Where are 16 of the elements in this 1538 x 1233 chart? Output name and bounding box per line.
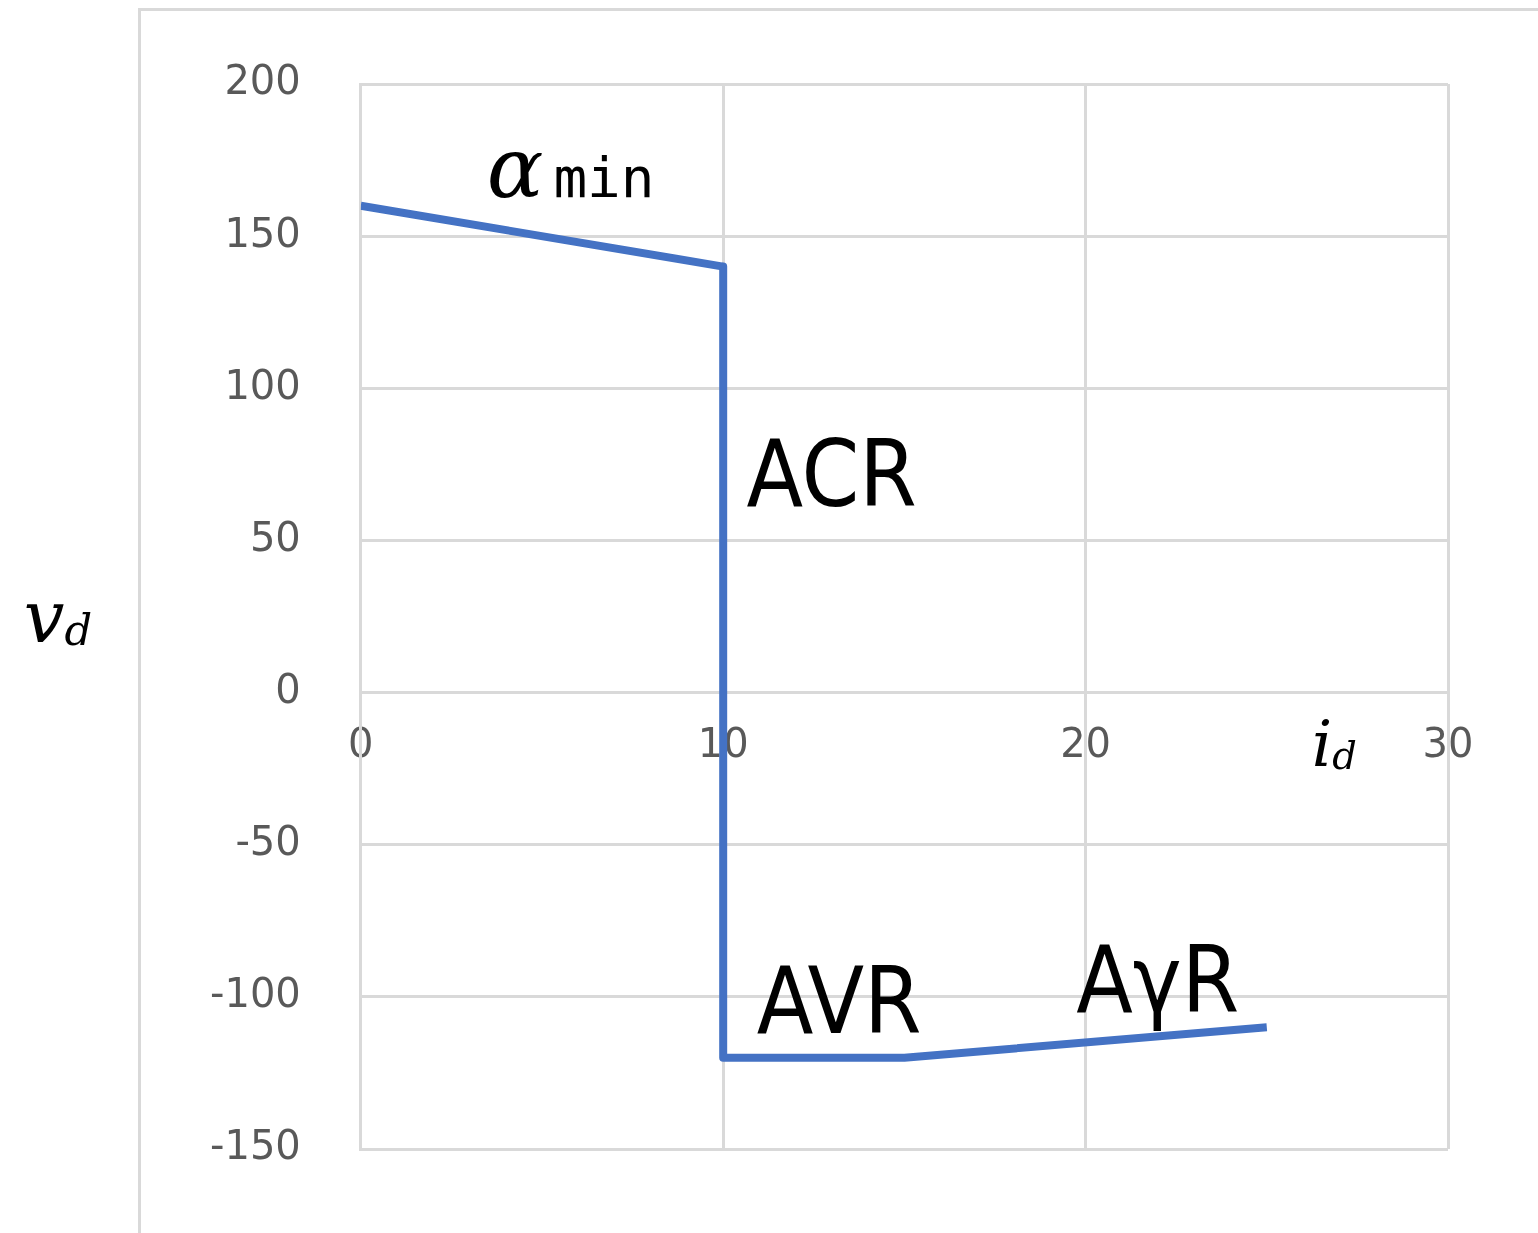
y-tick-label: 50 [249,513,301,560]
y-axis-title: vd [23,574,93,659]
y-tick-label: 100 [224,361,301,408]
annotation: AVR [756,947,922,1055]
y-tick-label: -50 [235,818,301,865]
y-tick-label: -100 [210,970,301,1017]
annotation: AγR [1076,926,1240,1034]
y-tick-label: 0 [275,665,301,712]
x-tick-label: 30 [1422,719,1474,766]
x-tick-label: 20 [1060,719,1112,766]
y-tick-label: 150 [224,209,301,256]
annotation: αmin [486,119,655,218]
annotation: ACR [746,420,917,528]
y-tick-label: 200 [224,57,301,104]
x-axis-title: id [1311,706,1357,781]
y-tick-label: -150 [210,1122,301,1169]
